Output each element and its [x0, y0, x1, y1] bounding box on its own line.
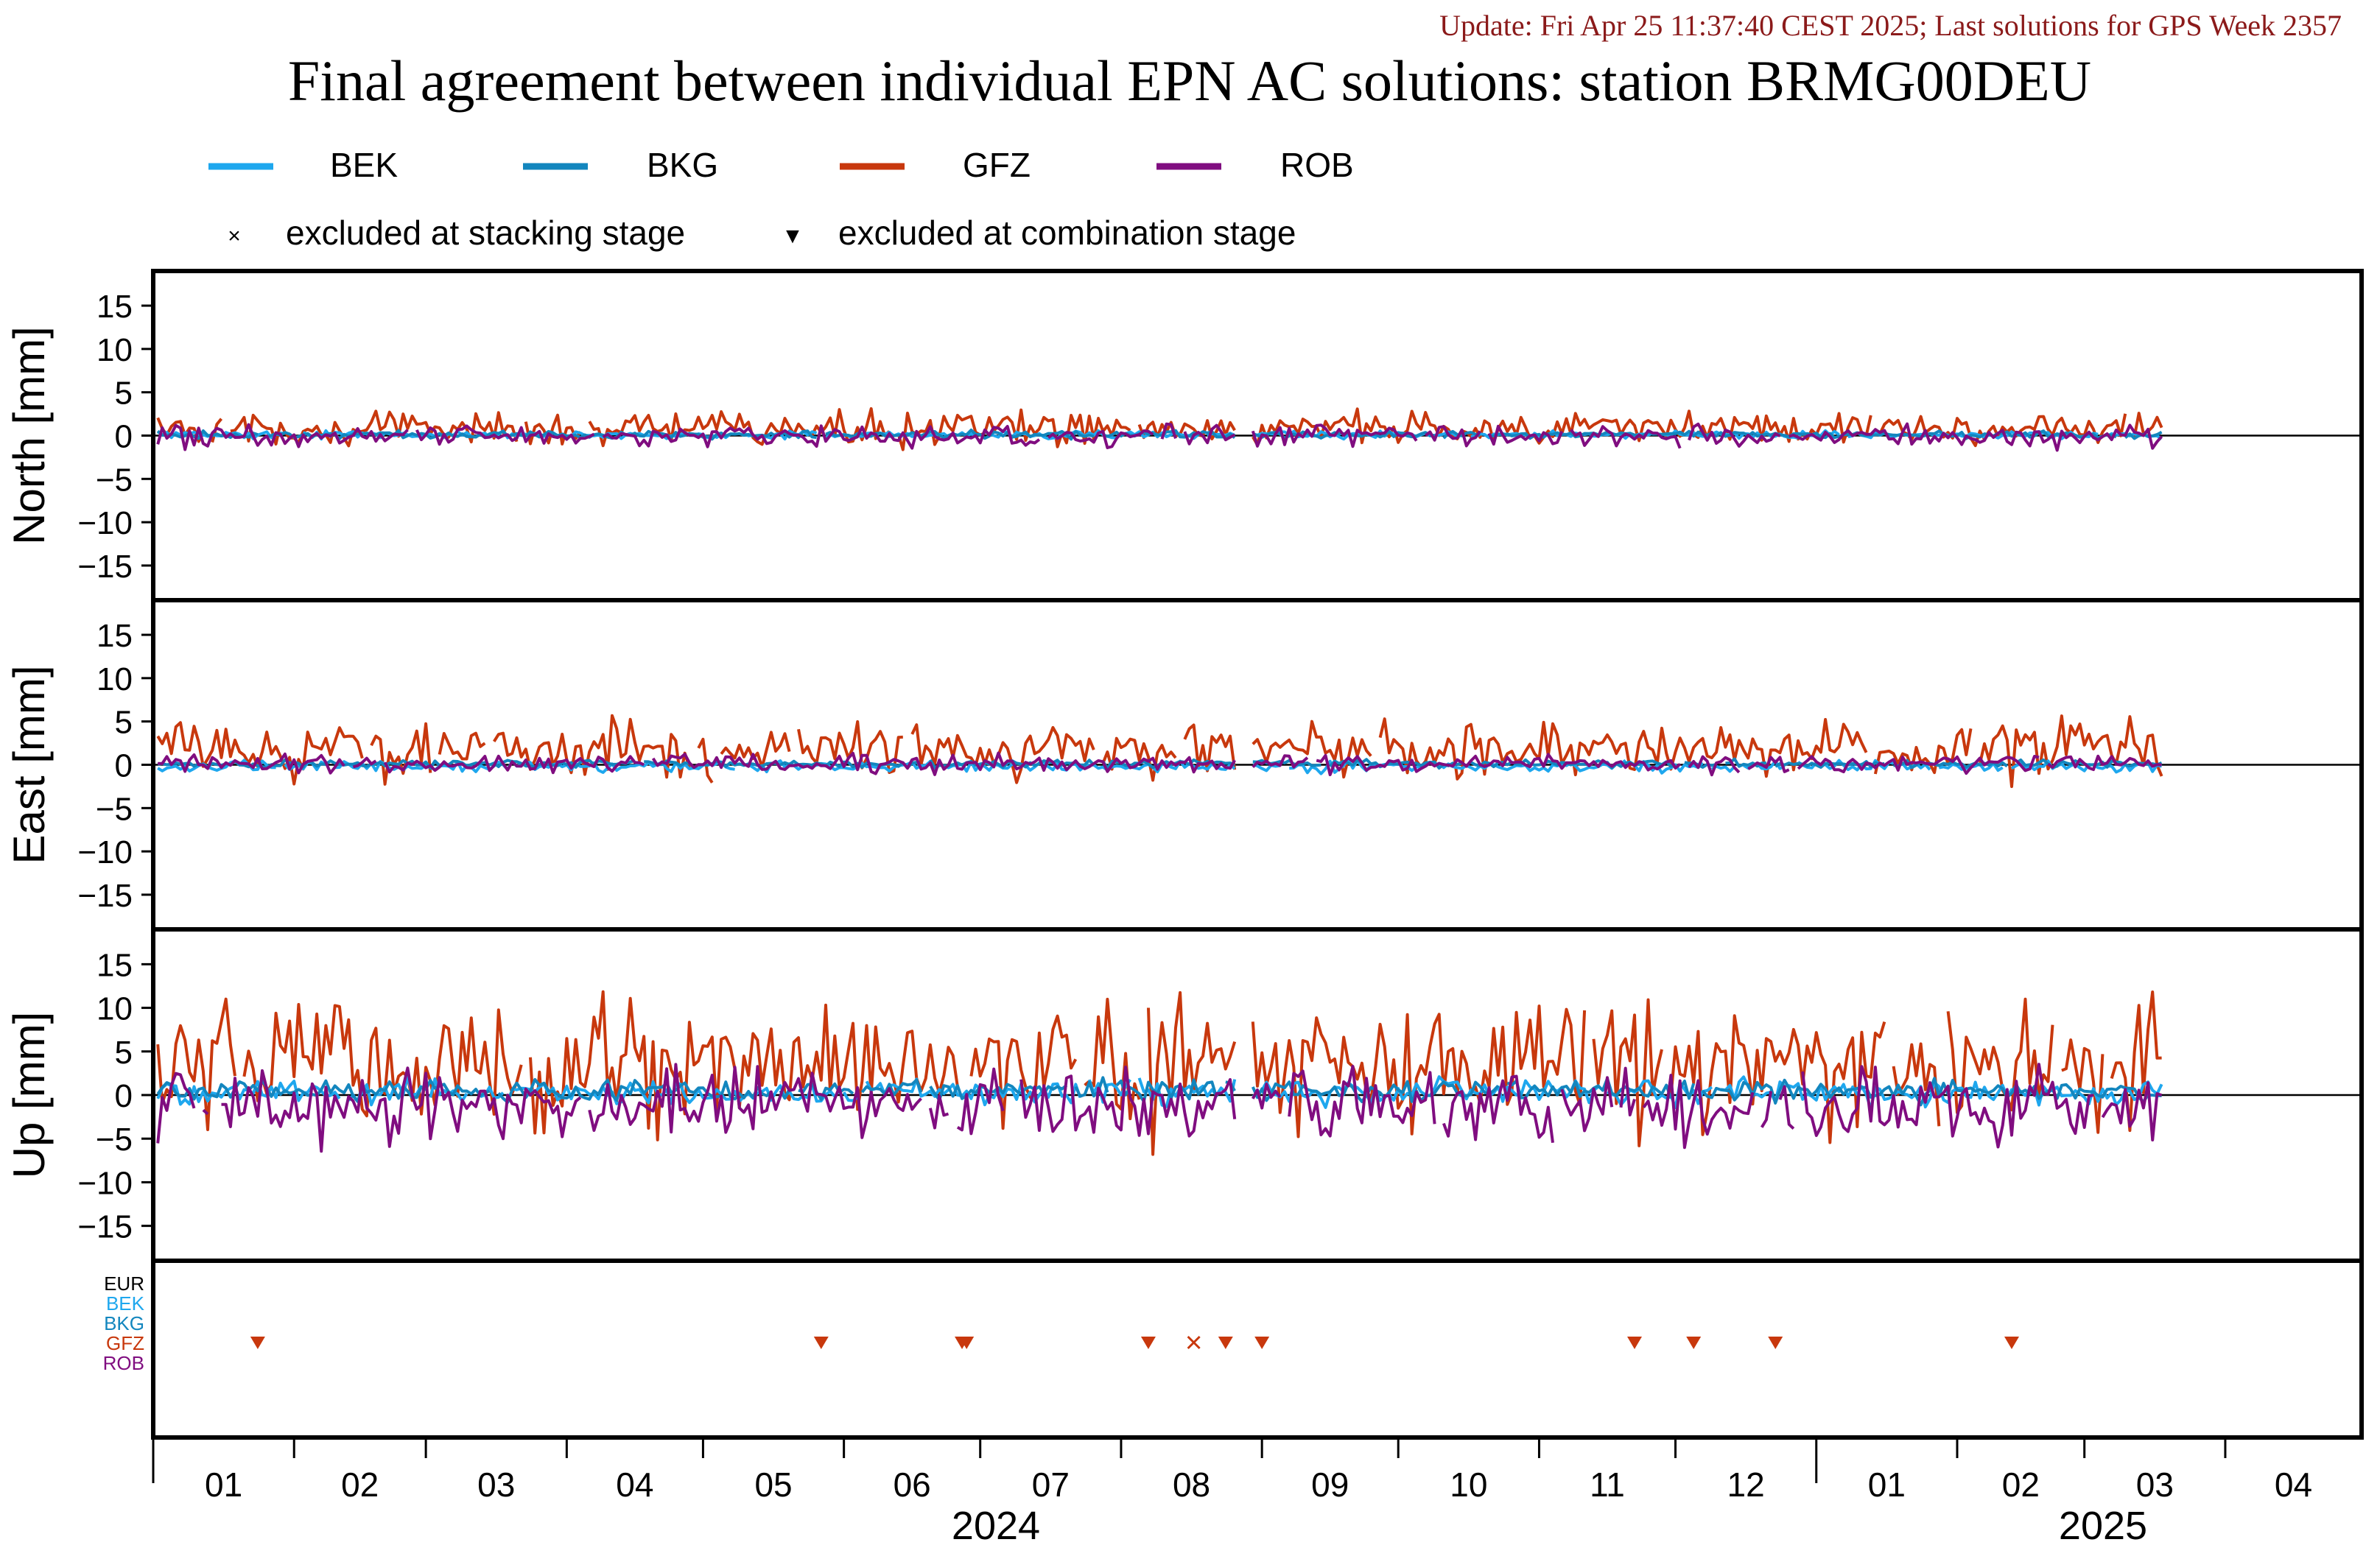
- exclusion-row-label: BEK: [106, 1292, 145, 1315]
- x-month-label: 04: [616, 1465, 653, 1504]
- y-tick-label: 5: [115, 376, 133, 412]
- stacking-exclusion-marker: [1187, 1335, 1201, 1350]
- y-tick-label: 10: [96, 661, 133, 697]
- exclusion-row-label: GFZ: [106, 1332, 144, 1354]
- panel-2: 15 10 5 0 −5 −10 −15 Up [mm]: [4, 927, 2364, 1263]
- x-month-label: 04: [2275, 1465, 2312, 1504]
- exclusion-row-label: EUR: [104, 1273, 144, 1295]
- y-tick-label: −10: [77, 505, 133, 541]
- y-tick-label: 10: [96, 332, 133, 368]
- y-tick-label: 0: [115, 1078, 133, 1114]
- x-axis: 01 02 03 04 05 06 07 08 09 10 11 12 01 02 03 04 2024 2025: [152, 1437, 2312, 1545]
- combination-exclusion-marker: [1768, 1337, 1783, 1349]
- legend-marker-symbol: ▼: [782, 224, 804, 248]
- y-tick-label: 5: [115, 705, 133, 741]
- legend-label-bkg: BKG: [647, 146, 718, 184]
- y-tick-label: −5: [96, 1122, 133, 1158]
- y-tick-label: 0: [115, 419, 133, 455]
- y-tick-label: −5: [96, 791, 133, 827]
- series-line-rob: [156, 422, 2163, 452]
- combination-exclusion-marker: [1686, 1337, 1702, 1349]
- x-year-label: 2025: [2059, 1504, 2147, 1545]
- legend: BEK BKG GFZ ROB × excluded at stacking stage ▼…: [208, 146, 1354, 252]
- combination-exclusion-marker: [250, 1337, 265, 1349]
- panel-0: 15 10 5 0 −5 −10 −15 North [mm]: [4, 269, 2364, 602]
- combination-exclusion-marker: [1254, 1337, 1270, 1349]
- x-month-label: 11: [1590, 1465, 1625, 1504]
- legend-label-rob: ROB: [1280, 146, 1354, 184]
- x-year-label: 2024: [952, 1504, 1040, 1545]
- y-tick-label: −5: [96, 462, 133, 498]
- exclusion-row-label: ROB: [103, 1352, 144, 1374]
- y-tick-label: 15: [96, 947, 133, 983]
- x-month-label: 02: [2002, 1465, 2040, 1504]
- x-month-label: 03: [2136, 1465, 2174, 1504]
- x-month-label: 02: [341, 1465, 379, 1504]
- combination-exclusion-marker: [1627, 1337, 1643, 1349]
- y-tick-label: 0: [115, 748, 133, 784]
- series-line-gfz: [156, 714, 2163, 789]
- y-axis-label: Up [mm]: [4, 1012, 54, 1179]
- y-tick-label: −15: [77, 1209, 133, 1245]
- x-month-label: 03: [477, 1465, 515, 1504]
- panel-1: 15 10 5 0 −5 −10 −15 East [mm]: [4, 598, 2364, 932]
- y-tick-label: −15: [77, 878, 133, 914]
- y-tick-label: 5: [115, 1035, 133, 1071]
- update-text: Update: Fri Apr 25 11:37:40 CEST 2025; L…: [1439, 9, 2342, 42]
- y-axis-label: North [mm]: [4, 326, 54, 545]
- x-month-label: 08: [1173, 1465, 1210, 1504]
- combination-exclusion-marker: [1140, 1337, 1156, 1349]
- y-tick-label: −10: [77, 834, 133, 870]
- combination-exclusion-marker: [1218, 1337, 1233, 1349]
- plot-panels: 15 10 5 0 −5 −10 −15 North [mm] 15 10 5 0 −5 −10 −15 Ea…: [4, 269, 2364, 1263]
- chart-title: Final agreement between individual EPN A…: [288, 49, 2091, 113]
- y-tick-label: 15: [96, 289, 133, 325]
- legend-marker-symbol: ×: [228, 224, 241, 248]
- legend-label-bek: BEK: [330, 146, 398, 184]
- y-axis-label: East [mm]: [4, 665, 54, 864]
- legend-marker-label: excluded at stacking stage: [286, 214, 685, 252]
- x-month-label: 10: [1450, 1465, 1487, 1504]
- y-tick-label: 15: [96, 618, 133, 654]
- x-month-label: 05: [754, 1465, 792, 1504]
- x-month-label: 07: [1032, 1465, 1070, 1504]
- x-month-label: 01: [205, 1465, 242, 1504]
- combination-exclusion-marker: [2004, 1337, 2020, 1349]
- x-month-label: 01: [1868, 1465, 1906, 1504]
- series-line-rob: [156, 1063, 2163, 1153]
- series-line-rob: [158, 751, 2162, 777]
- combination-exclusion-marker: [813, 1337, 829, 1349]
- x-month-label: 12: [1727, 1465, 1765, 1504]
- x-month-label: 09: [1311, 1465, 1349, 1504]
- exclusion-row-label: BKG: [104, 1312, 144, 1334]
- exclusion-frame: [151, 1259, 2364, 1440]
- y-tick-label: −10: [77, 1165, 133, 1201]
- legend-marker-label: excluded at combination stage: [838, 214, 1296, 252]
- y-tick-label: −15: [77, 549, 133, 585]
- y-tick-label: 10: [96, 991, 133, 1027]
- combination-exclusion-marker: [959, 1337, 975, 1349]
- legend-label-gfz: GFZ: [963, 146, 1031, 184]
- x-month-label: 06: [894, 1465, 931, 1504]
